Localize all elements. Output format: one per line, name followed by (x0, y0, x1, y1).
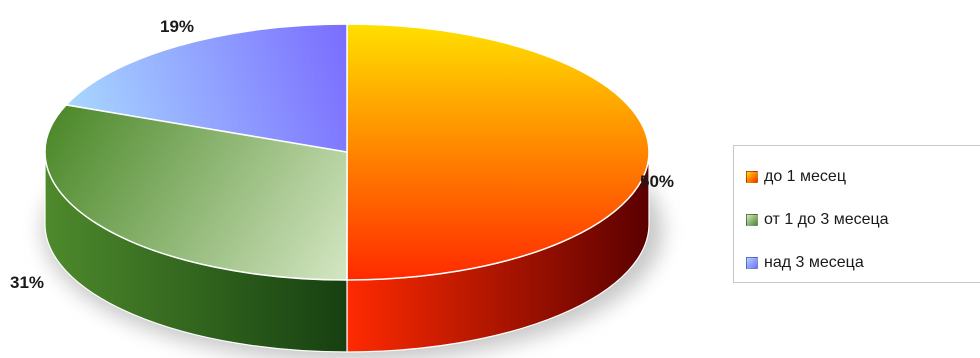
slice-percent-label: 31% (10, 273, 44, 292)
chart-legend: до 1 месец от 1 до 3 месеца над 3 месеца (733, 145, 980, 283)
pie-slice (65, 23, 348, 153)
legend-swatch (746, 256, 758, 269)
legend-label: от 1 до 3 месеца (764, 210, 889, 228)
pie-slice (346, 23, 650, 281)
slice-percent-label: 50% (640, 172, 674, 191)
slice-percent-label: 19% (160, 17, 194, 36)
pie-chart: 50% 31% 19% (10, 17, 674, 358)
legend-item: над 3 месеца (746, 254, 980, 271)
legend-swatch (746, 213, 758, 226)
legend-item: до 1 месец (746, 168, 980, 185)
legend-item: от 1 до 3 месеца (746, 211, 980, 228)
legend-swatch (746, 170, 758, 183)
legend-label: до 1 месец (764, 167, 846, 185)
pie-chart-svg: 50% 31% 19% (10, 17, 674, 358)
pie-slice (44, 104, 348, 281)
legend-label: над 3 месеца (764, 253, 864, 271)
